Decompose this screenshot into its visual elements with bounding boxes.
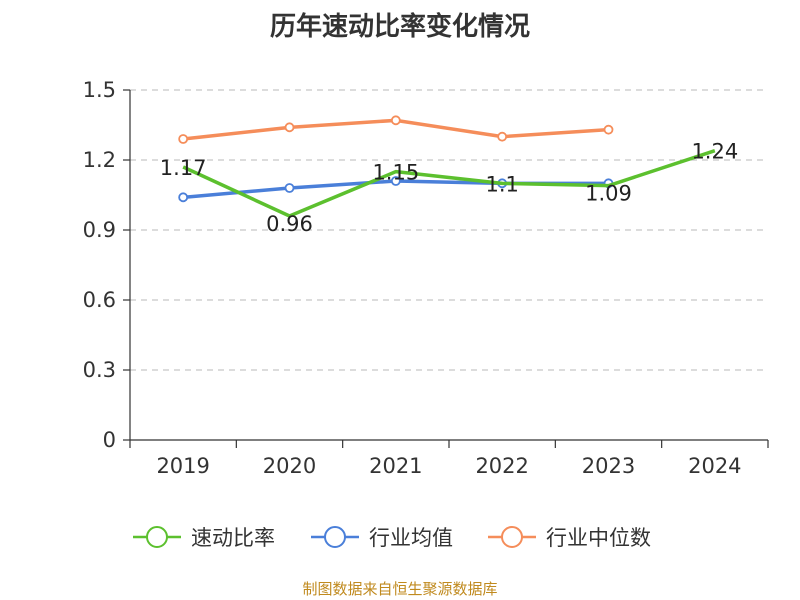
x-tick-label: 2023 — [582, 454, 635, 478]
series-point-1 — [178, 192, 189, 203]
data-label: 1.15 — [372, 161, 419, 185]
data-label: 0.96 — [266, 212, 313, 236]
data-label: 1.1 — [485, 172, 518, 196]
legend-label: 行业均值 — [369, 526, 453, 550]
y-tick-label: 0.6 — [83, 288, 116, 312]
data-label: 1.17 — [160, 156, 207, 180]
chart-title: 历年速动比率变化情况 — [269, 12, 530, 42]
series-point-1 — [390, 176, 401, 186]
x-tick-label: 2021 — [369, 454, 422, 478]
series-point-2 — [390, 115, 401, 126]
x-tick-label: 2024 — [688, 454, 741, 478]
y-tick-label: 0.3 — [83, 358, 116, 382]
legend-marker — [146, 526, 168, 548]
data-label: 1.24 — [691, 140, 738, 164]
legend-marker — [501, 526, 523, 548]
x-tick-label: 2020 — [263, 454, 316, 478]
series-line-0 — [182, 149, 716, 218]
x-tick-label: 2022 — [475, 454, 528, 478]
y-tick-label: 0.9 — [83, 218, 116, 242]
legend-marker — [324, 526, 346, 548]
series-point-2 — [497, 131, 508, 142]
data-source-credit: 制图数据来自恒生聚源数据库 — [302, 580, 498, 598]
series-point-2 — [178, 134, 189, 144]
series-point-2 — [284, 122, 295, 133]
y-tick-label: 0 — [103, 428, 116, 452]
series-point-1 — [284, 183, 295, 193]
series-point-2 — [603, 124, 614, 135]
y-tick-label: 1.2 — [83, 148, 116, 172]
data-label: 1.09 — [585, 182, 632, 206]
legend-label: 行业中位数 — [546, 526, 651, 550]
y-tick-label: 1.5 — [83, 78, 116, 102]
x-tick-label: 2019 — [156, 454, 209, 478]
legend-label: 速动比率 — [191, 526, 275, 550]
